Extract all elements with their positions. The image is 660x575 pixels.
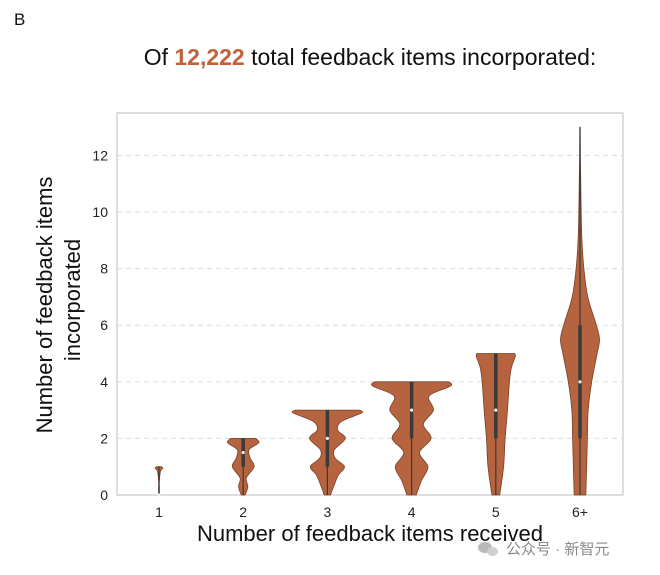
x-tick-label: 2 — [239, 504, 247, 520]
violin-median — [157, 493, 161, 497]
title-highlight-count: 12,222 — [174, 44, 245, 70]
violin-median — [578, 380, 582, 384]
y-tick-labels: 0 2 4 6 8 10 12 — [92, 147, 108, 503]
y-axis-label-line-2: incorporated — [60, 239, 85, 361]
x-tick-labels: 1 2 3 4 5 6+ — [155, 504, 588, 520]
y-tick-label: 8 — [100, 261, 108, 277]
violin-median — [494, 408, 498, 412]
violin-median — [325, 436, 329, 441]
plot-frame — [116, 112, 624, 496]
y-axis-label-line-1: Number of feedback items — [32, 177, 57, 434]
y-tick-label: 10 — [92, 204, 108, 220]
y-tick-label: 6 — [100, 317, 108, 333]
x-tick-label: 4 — [408, 504, 416, 520]
y-tick-label: 4 — [100, 374, 108, 390]
wechat-icon — [478, 541, 500, 557]
y-tick-label: 12 — [92, 147, 108, 163]
x-tick-label: 3 — [324, 504, 332, 520]
violin-median — [410, 408, 414, 412]
chart-title: Of 12,222 total feedback items incorpora… — [0, 44, 660, 71]
violin-median — [241, 450, 245, 455]
x-tick-label: 1 — [155, 504, 163, 520]
title-prefix: Of — [143, 44, 175, 70]
violins — [154, 126, 600, 497]
panel-label: B — [14, 10, 26, 29]
title-suffix: total feedback items incorporated: — [244, 44, 597, 70]
x-tick-label: 5 — [492, 504, 500, 520]
y-tick-label: 2 — [100, 430, 108, 446]
watermark: 公众号 · 新智元 — [478, 538, 609, 559]
x-tick-label: 6+ — [572, 504, 588, 520]
watermark-text: 公众号 · 新智元 — [506, 541, 610, 558]
grid-lines — [117, 154, 623, 439]
y-tick-label: 0 — [100, 487, 108, 503]
